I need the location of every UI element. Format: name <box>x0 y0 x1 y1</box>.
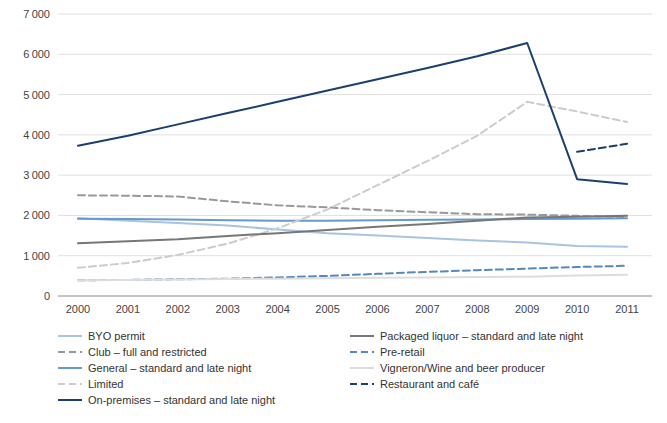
grid-line <box>58 14 652 15</box>
y-tick-label: 0 <box>44 290 50 302</box>
grid-line <box>58 134 652 135</box>
x-axis-line <box>58 296 652 297</box>
y-tick-label: 1 000 <box>23 250 50 262</box>
legend-label: BYO permit <box>88 330 145 342</box>
y-tick-label: 3 000 <box>23 169 50 181</box>
legend-swatch <box>58 351 82 353</box>
series-line <box>78 218 627 220</box>
x-tick-label: 2008 <box>465 303 489 315</box>
legend: BYO permit Club – full and restricted Gene… <box>58 330 583 406</box>
legend-swatch <box>350 335 374 337</box>
series-line <box>78 43 627 184</box>
x-tick-label: 2004 <box>265 303 289 315</box>
x-tick-label: 2000 <box>66 303 90 315</box>
series-line <box>78 195 627 217</box>
legend-swatch <box>58 399 82 401</box>
x-tick-label: 2001 <box>116 303 140 315</box>
legend-swatch <box>350 383 374 385</box>
series-line <box>78 275 627 281</box>
y-tick-label: 6 000 <box>23 48 50 60</box>
y-tick-label: 5 000 <box>23 89 50 101</box>
lines <box>78 43 627 280</box>
grid-line <box>58 296 652 297</box>
legend-label: Limited <box>88 378 123 390</box>
x-tick-label: 2009 <box>515 303 539 315</box>
legend-label: General – standard and late night <box>88 362 251 374</box>
x-tick-label: 2007 <box>415 303 439 315</box>
grid-line <box>58 175 652 176</box>
y-tick-label: 2 000 <box>23 209 50 221</box>
x-tick-label: 2010 <box>565 303 589 315</box>
legend-label: Packaged liquor – standard and late nigh… <box>380 330 583 342</box>
legend-label: Pre-retail <box>380 346 425 358</box>
series-line <box>78 218 627 247</box>
x-tick-label: 2003 <box>215 303 239 315</box>
x-tick-label: 2005 <box>315 303 339 315</box>
x-tick-label: 2011 <box>615 303 639 315</box>
legend-swatch <box>58 367 82 369</box>
legend-label: Club – full and restricted <box>88 346 207 358</box>
legend-swatch <box>58 335 82 337</box>
x-tick-label: 2006 <box>365 303 389 315</box>
grid-line <box>58 54 652 55</box>
series-line <box>78 102 627 268</box>
y-grid <box>58 14 652 296</box>
legend-label: On-premises – standard and late night <box>88 394 275 406</box>
series-line <box>78 266 627 281</box>
legend-swatch <box>58 383 82 385</box>
legend-swatch <box>350 367 374 369</box>
y-tick-label: 4 000 <box>23 129 50 141</box>
legend-label: Vigneron/Wine and beer producer <box>380 362 545 374</box>
series-line <box>577 144 627 152</box>
legend-swatch <box>350 351 374 353</box>
legend-label: Restaurant and café <box>380 378 479 390</box>
grid-line <box>58 255 652 256</box>
x-tick-label: 2002 <box>166 303 190 315</box>
grid-line <box>58 94 652 95</box>
y-tick-label: 7 000 <box>23 8 50 20</box>
chart: 0 1 000 2 000 3 000 4 000 5 000 6 000 7 000 2000… <box>0 0 667 423</box>
series-line <box>78 216 627 243</box>
